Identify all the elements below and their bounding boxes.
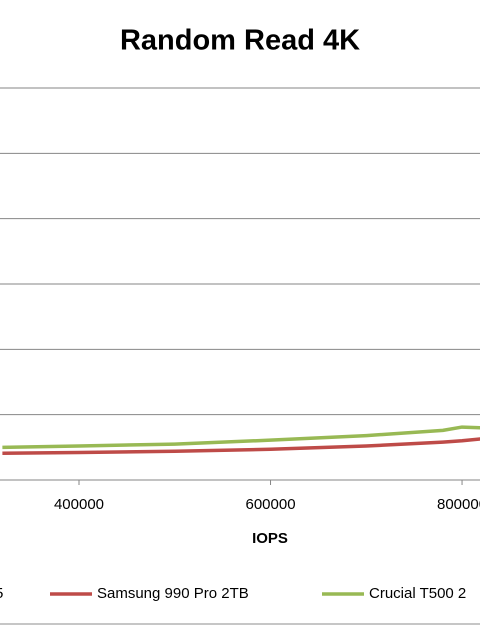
x-tick-label: 800000 xyxy=(437,496,480,513)
series-line xyxy=(2,425,480,450)
legend-label: Samsung 990 Pro 2TB xyxy=(97,585,249,602)
legend-label: 5 xyxy=(0,585,3,602)
x-axis-label: IOPS xyxy=(252,530,288,547)
x-tick-label: 600000 xyxy=(245,496,295,513)
legend-label: Crucial T500 2 xyxy=(369,585,466,602)
series-line xyxy=(2,437,480,455)
chart-title: Random Read 4K xyxy=(120,25,360,57)
x-tick-label: 400000 xyxy=(54,496,104,513)
